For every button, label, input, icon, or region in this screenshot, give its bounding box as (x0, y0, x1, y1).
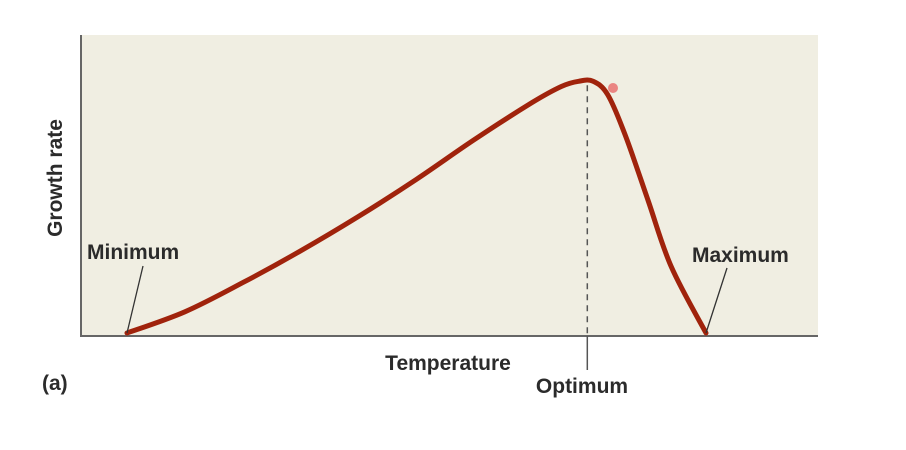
panel-label: (a) (42, 372, 68, 395)
minimum-leader (126, 265, 144, 334)
y-axis-label: Growth rate (44, 119, 67, 237)
annotation-optimum: Optimum (536, 375, 628, 398)
annotation-minimum: Minimum (87, 241, 179, 264)
annotation-maximum: Maximum (692, 244, 789, 267)
maximum-leader (705, 267, 728, 334)
cursor-marker (608, 83, 618, 93)
series-line (124, 77, 709, 336)
x-axis-label: Temperature (385, 352, 511, 375)
plot-background (80, 35, 818, 335)
